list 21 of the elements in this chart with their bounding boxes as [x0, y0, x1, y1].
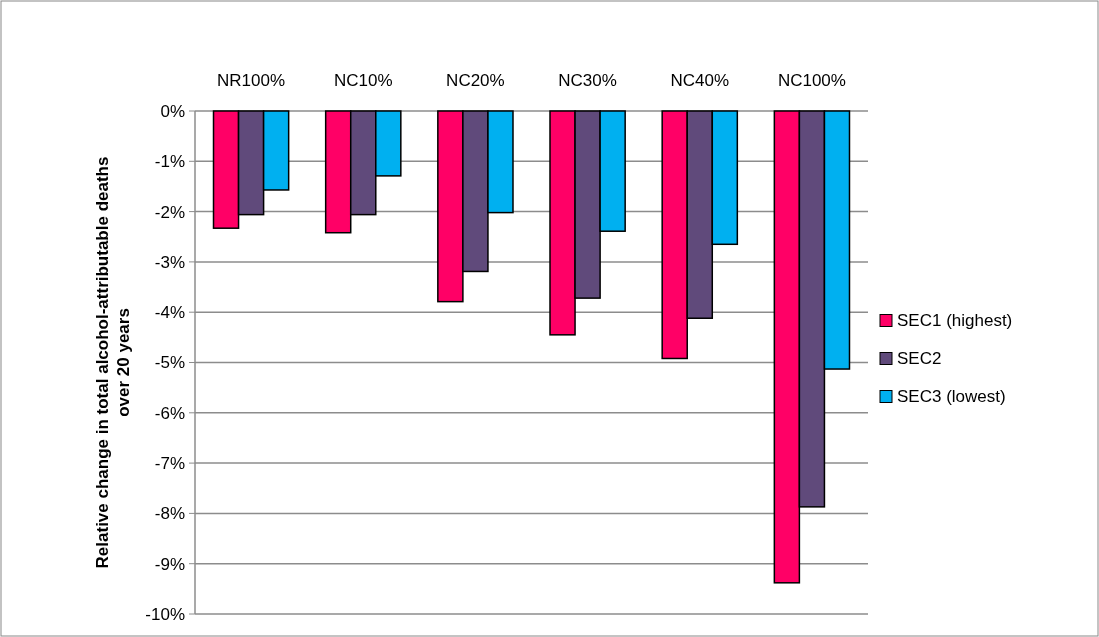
y-tick-label: -8%	[154, 504, 185, 524]
y-tick-label: -7%	[154, 454, 185, 474]
x-tick-label: NC100%	[777, 71, 846, 90]
y-tick-label: -1%	[154, 152, 185, 172]
y-tick-label: -2%	[154, 202, 185, 222]
y-tick-label: -9%	[154, 554, 185, 574]
y-tick-label: -3%	[154, 252, 185, 272]
y-tick-label: -5%	[154, 353, 185, 373]
x-tick-label: NC20%	[446, 71, 505, 90]
y-tick-label: -4%	[154, 303, 185, 323]
x-tick-label: NC10%	[333, 71, 393, 90]
x-tick-label: NC40%	[670, 71, 730, 90]
legend-label: SEC1 (highest)	[897, 311, 1013, 331]
y-tick-label: 0%	[160, 101, 185, 121]
legend-label: SEC3 (lowest)	[897, 387, 1006, 407]
x-tick-label: NR100%	[217, 71, 286, 90]
y-tick-label: -6%	[154, 403, 185, 423]
legend-label: SEC2	[897, 349, 942, 369]
x-tick-label: NC30%	[558, 71, 617, 90]
y-axis-title: Relative change in total alcohol-attributable deaths over 20 years	[92, 156, 134, 569]
y-tick-label: -10%	[145, 604, 185, 624]
